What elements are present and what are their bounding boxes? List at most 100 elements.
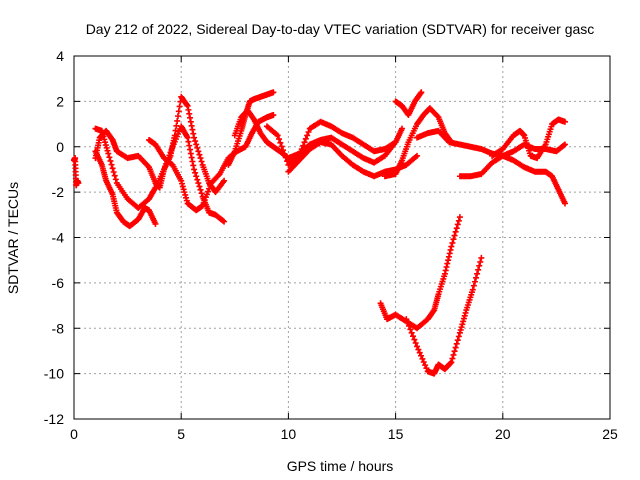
data-points — [71, 89, 568, 377]
data-point — [450, 236, 457, 243]
data-point — [161, 166, 168, 173]
data-point — [196, 183, 203, 190]
data-point — [107, 157, 114, 164]
chart-title: Day 212 of 2022, Sidereal Day-to-day VTE… — [86, 21, 595, 37]
data-point — [183, 194, 190, 201]
data-point — [456, 329, 463, 336]
data-point — [179, 183, 186, 190]
data-point — [202, 194, 209, 201]
data-point — [430, 308, 437, 315]
data-point — [473, 274, 479, 281]
data-point — [98, 127, 105, 134]
data-point — [454, 337, 461, 344]
data-point — [183, 101, 190, 108]
data-point — [415, 346, 422, 353]
y-tick-label: -2 — [52, 184, 65, 200]
data-point — [460, 315, 467, 322]
data-point — [280, 147, 287, 154]
data-point — [276, 136, 283, 143]
data-point — [196, 151, 203, 158]
data-point — [186, 142, 193, 149]
x-tick-label: 0 — [70, 426, 78, 442]
data-point — [449, 355, 456, 362]
data-point — [99, 130, 106, 137]
y-tick-label: -6 — [52, 275, 65, 291]
data-point — [455, 217, 462, 224]
data-point — [561, 141, 568, 148]
data-point — [168, 146, 175, 153]
data-point — [282, 154, 289, 161]
data-point — [418, 89, 425, 96]
data-point — [192, 169, 199, 176]
data-point — [180, 186, 187, 193]
data-point — [178, 177, 185, 184]
data-point — [152, 220, 159, 227]
data-point — [452, 228, 459, 235]
data-point — [105, 150, 112, 157]
data-point — [215, 172, 222, 179]
series-sat-f — [225, 89, 277, 168]
data-point — [194, 144, 201, 151]
data-point — [300, 142, 307, 149]
y-tick-label: 2 — [56, 93, 64, 109]
data-point — [458, 324, 465, 331]
data-point — [197, 155, 204, 162]
data-point — [459, 321, 466, 328]
series-sat-k — [392, 89, 425, 118]
data-point — [188, 122, 195, 129]
data-point — [193, 141, 200, 148]
data-point — [399, 125, 406, 132]
data-point — [414, 343, 421, 350]
data-point — [453, 225, 460, 232]
data-point — [195, 148, 202, 155]
y-tick-label: -12 — [44, 411, 64, 427]
data-point — [444, 260, 451, 267]
data-point — [195, 180, 202, 187]
data-point — [75, 180, 82, 187]
data-point — [198, 158, 205, 165]
data-point — [190, 162, 197, 169]
data-point — [451, 232, 458, 239]
data-point — [188, 154, 195, 161]
data-point — [561, 200, 568, 207]
data-point — [304, 132, 311, 139]
data-point — [416, 349, 423, 356]
y-tick-label: -8 — [52, 320, 65, 336]
data-point — [448, 243, 455, 250]
data-point — [191, 166, 198, 173]
data-point — [478, 254, 485, 261]
x-axis-title: GPS time / hours — [287, 458, 394, 474]
data-point — [560, 142, 567, 149]
data-point — [454, 221, 461, 228]
data-point — [278, 143, 285, 150]
data-point — [189, 158, 196, 165]
data-point — [183, 197, 190, 204]
data-point — [106, 154, 113, 161]
data-point — [179, 180, 186, 187]
data-point — [455, 333, 462, 340]
data-point — [452, 344, 459, 351]
data-point — [450, 351, 457, 358]
data-point — [190, 130, 197, 137]
x-tick-label: 25 — [602, 426, 618, 442]
data-point — [277, 139, 284, 146]
data-point — [406, 322, 412, 329]
series-sat-d — [92, 123, 228, 225]
data-point — [417, 90, 424, 97]
data-point — [404, 319, 411, 326]
data-point — [434, 113, 441, 120]
data-point — [162, 163, 169, 170]
data-point — [460, 318, 467, 325]
data-point — [447, 360, 454, 367]
data-point — [175, 108, 182, 115]
data-point — [191, 134, 198, 141]
data-point — [185, 138, 192, 145]
data-point — [187, 114, 194, 121]
series-sat-a — [71, 155, 82, 189]
data-point — [457, 326, 464, 333]
data-point — [192, 138, 199, 145]
data-point — [447, 246, 454, 253]
data-point — [194, 176, 201, 183]
data-point — [102, 139, 109, 146]
data-point — [442, 267, 449, 274]
